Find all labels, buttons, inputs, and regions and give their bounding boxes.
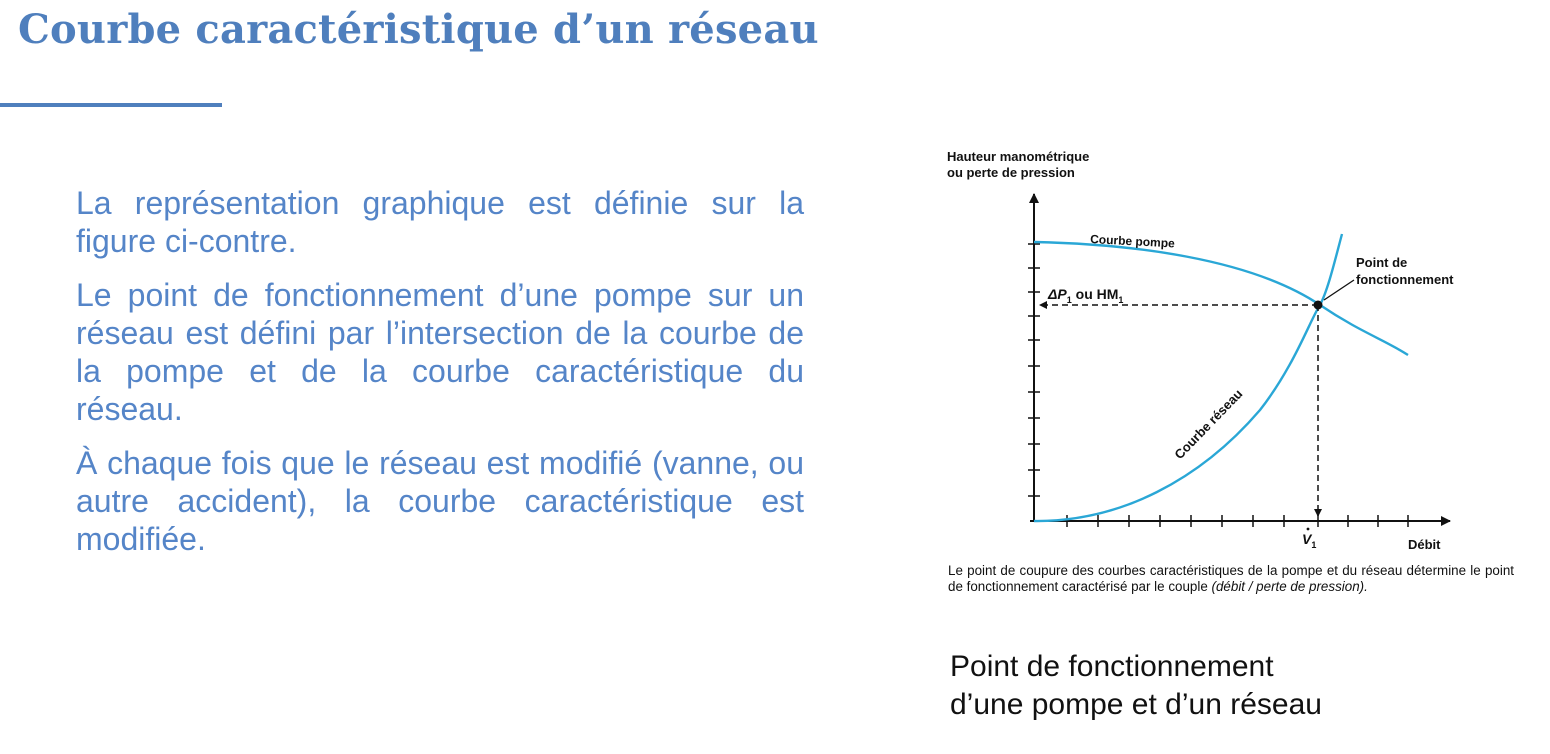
x-axis-label: Débit xyxy=(1408,537,1441,552)
title-underline xyxy=(0,103,222,107)
operating-point-leader xyxy=(1323,279,1355,301)
operating-point-diagram: Hauteur manométrique ou perte de pressio… xyxy=(947,149,1454,552)
caption-italic: (débit / perte de pression). xyxy=(1211,579,1368,594)
paragraph-1: La représentation graphique est définie … xyxy=(76,185,804,259)
network-curve-label: Courbe réseau xyxy=(1171,386,1245,462)
y-axis-label-line2: ou perte de pression xyxy=(947,165,1075,180)
operating-point-marker xyxy=(1313,300,1323,310)
operating-point-figure: Hauteur manométrique ou perte de pressio… xyxy=(930,140,1510,640)
operating-point-label-line1: Point de xyxy=(1356,255,1407,270)
figure-caption: Le point de coupure des courbes caractér… xyxy=(948,563,1514,595)
x-axis-ticks xyxy=(1066,515,1409,527)
paragraph-2: Le point de fonctionnement d’une pompe s… xyxy=(76,277,804,427)
network-curve xyxy=(1033,233,1344,523)
body-text: La représentation graphique est définie … xyxy=(76,184,804,574)
slide-title: Courbe caractéristique d’un réseau xyxy=(18,6,819,53)
pump-curve-label: Courbe pompe xyxy=(1090,232,1176,250)
figure-title-line2: d’une pompe et d’un réseau xyxy=(950,688,1322,721)
paragraph-3: À chaque fois que le réseau est modifié … xyxy=(76,445,804,557)
figure-title-line1: Point de fonctionnement xyxy=(950,650,1274,683)
figure-title: Point de fonctionnement d’une pompe et d… xyxy=(950,648,1510,724)
y-axis-ticks xyxy=(1028,243,1040,497)
v1-label: V1 xyxy=(1302,531,1316,550)
y-axis-label-line1: Hauteur manométrique xyxy=(947,149,1089,164)
pump-curve xyxy=(1033,240,1409,357)
operating-point-label-line2: fonctionnement xyxy=(1356,272,1454,287)
delta-p-label: ΔP1 ou HM1 xyxy=(1047,286,1123,305)
v1-dot xyxy=(1306,527,1310,531)
caption-main: Le point de coupure des courbes caractér… xyxy=(948,563,1514,594)
